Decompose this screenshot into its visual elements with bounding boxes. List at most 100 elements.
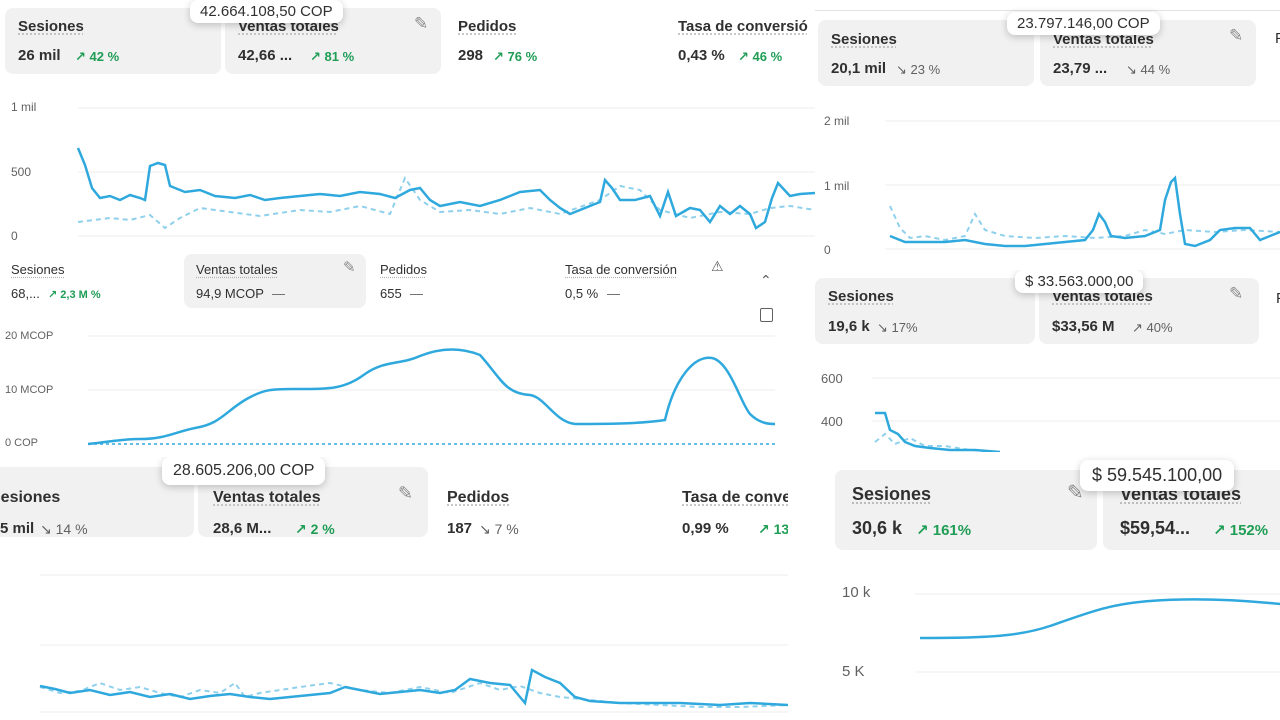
- sales-tooltip: 42.664.108,50 COP: [190, 0, 343, 23]
- pencil-icon[interactable]: ✎: [1229, 26, 1244, 45]
- metric-label: Sesiones: [828, 288, 894, 305]
- metric-value: 0,99 %: [682, 520, 729, 537]
- sales-tooltip: $ 33.563.000,00: [1015, 270, 1144, 293]
- metric-label: Sesiones: [18, 18, 84, 35]
- metric-label: Tasa de conversión: [565, 262, 678, 277]
- y-tick-label: 5 K: [842, 663, 865, 680]
- metric-value: 5 mil: [0, 520, 35, 537]
- primary-series-line: [39, 668, 788, 707]
- panel-1: Sesiones 26 mil ↗ 42 % Ventas totales 42…: [0, 0, 815, 252]
- panel-5: Sesiones 19,6 k ↘ 17% Ventas totales $33…: [800, 270, 1280, 452]
- metric-value: $33,56 M: [1052, 318, 1115, 335]
- y-tick-label: 20 MCOP: [5, 330, 54, 342]
- chevron-up-icon[interactable]: ⌃: [760, 272, 772, 288]
- metric-value: 68,...: [11, 286, 40, 301]
- metric-label: Tasa de conversió: [678, 18, 808, 35]
- metric-card-sessions[interactable]: Sesiones 19,6 k ↘ 17%: [815, 278, 1035, 344]
- metric-value: 655: [380, 286, 402, 301]
- metric-change: —: [410, 286, 423, 301]
- metric-label: Tasa de conve: [682, 489, 788, 506]
- pencil-icon[interactable]: ✎: [1229, 284, 1244, 303]
- metric-value: 28,6 M...: [213, 520, 272, 537]
- metric-change: ↘ 7 %: [479, 521, 519, 537]
- metric-label: Ventas totales: [196, 262, 278, 277]
- y-tick-label: 10 MCOP: [5, 384, 54, 396]
- pencil-icon[interactable]: ✎: [1067, 482, 1084, 504]
- metric-change: —: [607, 286, 620, 301]
- metric-value: $59,54...: [1120, 518, 1191, 538]
- pencil-icon[interactable]: ✎: [414, 14, 429, 33]
- sessions-line-chart: [39, 574, 788, 713]
- metric-label: Sesiones: [11, 262, 65, 277]
- comparison-series-line: [889, 205, 1280, 242]
- metric-change: ↘ 23 %: [896, 62, 941, 77]
- y-tick-label: 2 mil: [824, 114, 850, 128]
- metric-card-sessions[interactable]: Sesiones 30,6 k ↗ 161% ✎: [835, 470, 1097, 550]
- y-tick-label: 10 k: [842, 584, 871, 601]
- metric-label: Pedidos: [447, 489, 510, 506]
- metric-card-sessions[interactable]: Sesiones 68,... ↗ 2,3 M %: [0, 254, 178, 308]
- panel-2: Sesiones 68,... ↗ 2,3 M % Ventas totales…: [0, 252, 800, 457]
- panel-6: Sesiones 30,6 k ↗ 161% ✎ Ventas totales …: [790, 452, 1280, 720]
- metric-card-conversion[interactable]: Tasa de conversió 0,43 % ↗ 46 %: [665, 8, 815, 74]
- metric-change: ↗ 46 %: [738, 49, 783, 64]
- primary-series-line: [76, 147, 815, 230]
- metric-change: ↗ 2,3 M %: [48, 289, 101, 301]
- y-tick-label: 500: [11, 165, 32, 179]
- metric-label: Pedidos: [458, 18, 517, 35]
- partial-card-edge: P: [1275, 30, 1280, 47]
- metric-value: 187: [447, 520, 473, 537]
- metric-label: Ventas totales: [1053, 31, 1154, 48]
- metric-change: ↗ 40%: [1132, 320, 1173, 335]
- sales-tooltip: 23.797.146,00 COP: [1007, 12, 1160, 35]
- metric-value: 42,66 ...: [238, 47, 293, 64]
- panel-4: Sesiones 20,1 mil ↘ 23 % Ventas totales …: [815, 0, 1280, 270]
- metric-change: ↘ 17%: [877, 320, 918, 335]
- y-tick-label: 0 COP: [5, 437, 39, 449]
- primary-series-line: [87, 348, 776, 446]
- metric-card-sessions[interactable]: Sesiones 20,1 mil ↘ 23 %: [818, 20, 1034, 86]
- y-tick-label: 600: [821, 371, 843, 386]
- metric-value: 19,6 k: [828, 318, 870, 335]
- metric-change: ↘ 14 %: [40, 521, 88, 537]
- report-search-icon[interactable]: [760, 308, 773, 322]
- metric-value: 30,6 k: [852, 518, 903, 538]
- metric-value: 94,9 MCOP: [196, 286, 264, 301]
- comparison-series-line: [77, 175, 815, 230]
- panel-3: Sesiones 5 mil ↘ 14 % Ventas totales 28,…: [0, 457, 788, 720]
- sales-line-chart: [87, 335, 776, 446]
- metric-label: Sesiones: [852, 484, 932, 504]
- primary-series-line: [875, 411, 1001, 452]
- metric-change: —: [272, 286, 285, 301]
- pencil-icon[interactable]: ✎: [398, 483, 414, 503]
- metric-card-conversion[interactable]: Tasa de conve 0,99 % ↗ 133 %: [668, 467, 788, 537]
- metric-card-total-sales[interactable]: Ventas totales 94,9 MCOP — ✎: [184, 254, 366, 308]
- metric-value: 23,79 ...: [1053, 60, 1108, 77]
- metric-label: Sesiones: [0, 489, 61, 506]
- metric-card-conversion[interactable]: Tasa de conversión 0,5 % —: [555, 254, 735, 308]
- metric-label: Ventas totales: [213, 489, 321, 506]
- metric-change: ↗ 81 %: [310, 49, 355, 64]
- metric-label: Sesiones: [831, 31, 897, 48]
- sessions-line-chart: [885, 120, 1280, 250]
- primary-series-line: [919, 598, 1280, 640]
- metric-value: 298: [458, 47, 484, 64]
- sessions-line-chart: [915, 593, 1280, 673]
- metric-change: ↗ 133 %: [758, 521, 788, 537]
- sales-tooltip: 28.605.206,00 COP: [162, 457, 326, 485]
- metric-change: ↗ 42 %: [75, 49, 120, 64]
- metric-change: ↘ 44 %: [1126, 62, 1171, 77]
- metric-card-orders[interactable]: Pedidos 298 ↗ 76 %: [445, 8, 661, 74]
- metric-card-sessions[interactable]: Sesiones 5 mil ↘ 14 %: [0, 467, 194, 537]
- metric-card-orders[interactable]: Pedidos 187 ↘ 7 %: [432, 467, 652, 537]
- sales-tooltip: $ 59.545.100,00: [1080, 460, 1235, 491]
- warning-icon[interactable]: ⚠: [711, 258, 724, 274]
- metric-card-orders[interactable]: Pedidos 655 —: [370, 254, 550, 308]
- pencil-icon[interactable]: ✎: [343, 259, 356, 276]
- y-tick-label: 1 mil: [824, 179, 850, 193]
- metric-value: 0,5 %: [565, 286, 599, 301]
- metric-card-sessions[interactable]: Sesiones 26 mil ↗ 42 %: [5, 8, 221, 74]
- y-tick-label: 1 mil: [11, 100, 37, 114]
- y-tick-label: 0: [824, 243, 831, 257]
- metric-change: ↗ 2 %: [295, 521, 335, 537]
